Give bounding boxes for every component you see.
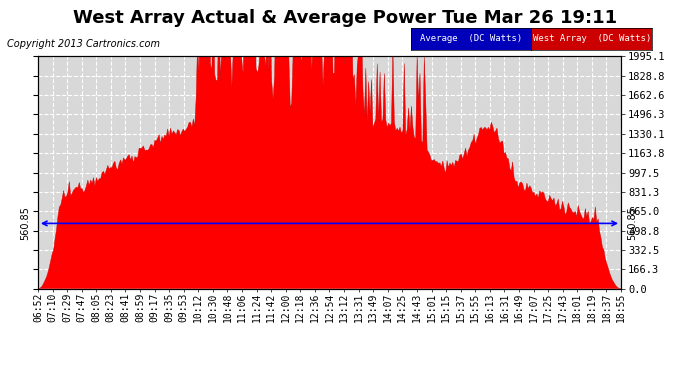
Text: West Array  (DC Watts): West Array (DC Watts) — [533, 34, 651, 43]
Text: 560.85: 560.85 — [21, 207, 30, 240]
Text: Average  (DC Watts): Average (DC Watts) — [420, 34, 522, 43]
Text: Copyright 2013 Cartronics.com: Copyright 2013 Cartronics.com — [7, 39, 160, 50]
Text: 560.85: 560.85 — [627, 207, 637, 240]
Text: West Array Actual & Average Power Tue Mar 26 19:11: West Array Actual & Average Power Tue Ma… — [73, 9, 617, 27]
